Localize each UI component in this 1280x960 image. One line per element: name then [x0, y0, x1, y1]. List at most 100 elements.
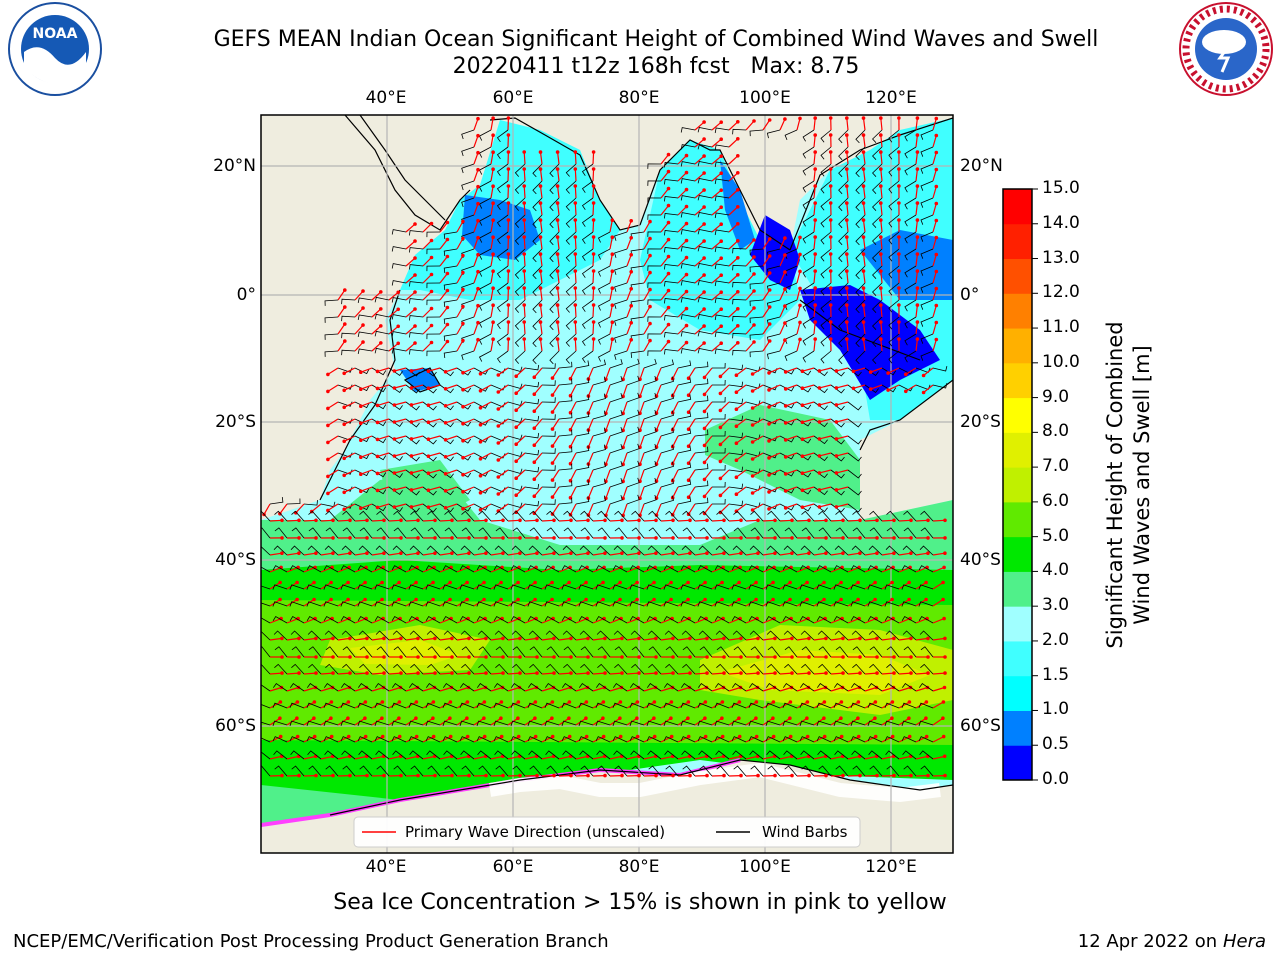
- wave-direction-arrow: [862, 152, 866, 165]
- wave-direction-arrow: [846, 271, 849, 284]
- wind-barb: [697, 297, 713, 303]
- wave-arrow-head: [326, 440, 330, 445]
- wind-barb: [595, 584, 611, 590]
- wave-arrow-head: [297, 518, 301, 523]
- wave-arrow-head: [702, 443, 707, 448]
- wind-barb: [597, 510, 611, 522]
- wind-barb: [558, 395, 573, 403]
- wind-barb: [817, 545, 832, 556]
- wind-barb: [427, 765, 441, 777]
- wind-barb: [835, 510, 849, 522]
- wind-barb: [391, 601, 407, 607]
- wave-direction-arrow: [327, 401, 339, 409]
- wind-barb: [682, 663, 696, 675]
- wave-arrow-head: [375, 386, 380, 391]
- wind-barb: [614, 663, 628, 675]
- wave-arrow-head: [555, 303, 560, 307]
- wave-direction-arrow: [456, 306, 464, 318]
- wind-barb: [478, 350, 492, 362]
- wind-barb: [612, 720, 628, 727]
- wind-barb: [439, 452, 454, 462]
- wave-direction-arrow: [655, 384, 662, 397]
- wave-direction-arrow: [428, 503, 441, 508]
- wind-barb: [745, 383, 761, 389]
- wave-direction-arrow: [343, 435, 356, 442]
- wave-arrow-head: [834, 437, 839, 441]
- wave-arrow-head: [396, 307, 401, 312]
- wave-direction-arrow: [394, 486, 407, 491]
- wave-arrow-head: [297, 551, 301, 555]
- wind-barb: [342, 663, 356, 675]
- wave-direction-arrow: [711, 325, 722, 335]
- wave-arrow-head: [915, 167, 920, 171]
- wind-barb: [646, 565, 662, 573]
- wave-direction-arrow: [515, 469, 526, 479]
- wave-direction-arrow: [846, 254, 849, 267]
- wind-barb: [529, 510, 543, 522]
- wave-direction-arrow: [569, 367, 577, 379]
- wind-barb: [459, 683, 475, 692]
- colorbar-segment: [1003, 362, 1032, 399]
- wave-direction-arrow: [574, 270, 577, 284]
- wave-arrow-head: [943, 773, 947, 778]
- wave-direction-arrow: [533, 469, 543, 480]
- wave-arrow-head: [739, 671, 743, 675]
- wave-direction-arrow: [677, 223, 687, 233]
- wave-direction-arrow: [507, 581, 519, 590]
- wind-barb: [456, 435, 472, 444]
- wave-direction-arrow: [533, 435, 543, 446]
- wave-arrow-head: [375, 420, 380, 425]
- wave-direction-arrow: [377, 367, 390, 372]
- wind-barb: [514, 248, 526, 262]
- wave-direction-arrow: [677, 686, 690, 692]
- top-lon-tick: 40°E: [365, 88, 407, 108]
- wave-direction-arrow: [694, 138, 705, 148]
- wave-direction-arrow: [507, 755, 520, 760]
- wave-direction-arrow: [473, 135, 479, 148]
- wave-direction-arrow: [846, 339, 849, 352]
- wave-direction-arrow: [660, 324, 669, 335]
- wind-barb: [325, 510, 339, 522]
- wave-arrow-head: [629, 321, 633, 325]
- wind-barb: [677, 479, 692, 488]
- wind-barb: [749, 316, 764, 324]
- wave-arrow-head: [433, 636, 437, 641]
- wind-barb: [493, 702, 509, 709]
- wave-direction-arrow: [813, 339, 816, 352]
- wave-arrow-head: [348, 636, 352, 641]
- wave-arrow-head: [586, 536, 590, 540]
- wind-barb: [714, 584, 730, 590]
- wave-arrow-head: [445, 271, 450, 276]
- wave-arrow-head: [620, 671, 624, 675]
- wave-direction-arrow: [830, 519, 844, 522]
- wave-direction-arrow: [609, 288, 613, 301]
- wind-barb: [920, 765, 934, 777]
- wave-direction-arrow: [846, 135, 849, 148]
- wave-direction-arrow: [609, 254, 613, 267]
- wave-direction-arrow: [558, 736, 570, 743]
- wave-direction-arrow: [539, 339, 543, 352]
- wave-arrow-head: [858, 671, 862, 675]
- wind-barb: [714, 565, 730, 573]
- wind-barb: [681, 630, 696, 641]
- wave-arrow-head: [702, 392, 707, 397]
- wave-direction-arrow: [558, 519, 572, 522]
- wind-barb: [612, 584, 628, 590]
- wave-direction-arrow: [497, 367, 509, 376]
- wave-direction-arrow: [473, 118, 479, 131]
- wave-direction-arrow: [626, 598, 638, 607]
- wave-arrow-head: [522, 269, 526, 273]
- wave-arrow-head: [750, 491, 755, 495]
- wave-direction-arrow: [388, 581, 400, 590]
- wave-arrow-head: [767, 439, 771, 443]
- wind-barb: [529, 765, 543, 777]
- wind-barb: [680, 314, 696, 320]
- wave-direction-arrow: [719, 367, 730, 377]
- wave-arrow-head: [443, 370, 448, 374]
- wind-barb: [680, 331, 696, 337]
- wave-arrow-head: [739, 536, 743, 540]
- wave-direction-arrow: [523, 236, 526, 250]
- wave-arrow-head: [783, 370, 788, 374]
- wave-direction-arrow: [587, 401, 594, 414]
- wave-arrow-head: [752, 255, 756, 259]
